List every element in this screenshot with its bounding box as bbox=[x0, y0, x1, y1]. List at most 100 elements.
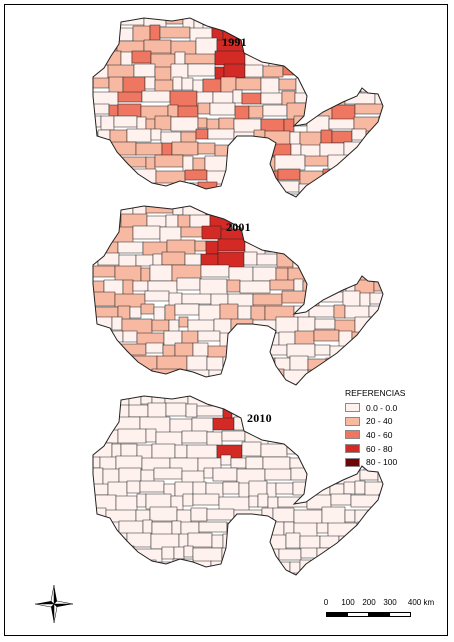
district-cell bbox=[299, 194, 327, 197]
legend-swatch bbox=[345, 403, 360, 413]
district-cell bbox=[93, 343, 118, 362]
district-cell bbox=[151, 319, 170, 332]
district-cell bbox=[321, 455, 336, 474]
district-cell bbox=[327, 573, 342, 575]
district-cell bbox=[134, 384, 154, 385]
district-cell bbox=[201, 225, 222, 240]
district-cell bbox=[316, 547, 344, 567]
district-cell bbox=[264, 206, 284, 211]
district-cell bbox=[332, 402, 343, 414]
district-cell bbox=[364, 226, 383, 242]
district-cell bbox=[93, 156, 106, 169]
map-title-2001: 2001 bbox=[226, 220, 251, 234]
district-cell bbox=[354, 509, 372, 530]
district-cell bbox=[137, 571, 154, 575]
district-cell bbox=[202, 18, 222, 26]
legend: REFERENCIAS 0.0 - 0.0 20 - 40 40 - 60 60… bbox=[345, 388, 445, 469]
district-cell bbox=[93, 574, 98, 575]
district-cell bbox=[226, 369, 241, 385]
district-cell bbox=[93, 227, 106, 247]
district-cell bbox=[246, 357, 276, 378]
district-cell bbox=[372, 214, 383, 227]
district-cell bbox=[97, 183, 123, 197]
district-cell bbox=[93, 522, 106, 534]
district-cell bbox=[116, 574, 128, 575]
district-cell bbox=[325, 430, 336, 444]
district-cell bbox=[208, 396, 236, 404]
district-cell bbox=[354, 480, 366, 495]
district-cell bbox=[270, 38, 295, 50]
district-cell bbox=[262, 561, 291, 575]
district-cell bbox=[347, 371, 362, 385]
district-cell bbox=[359, 25, 370, 37]
scale-tick: 400 km bbox=[407, 598, 435, 607]
scale-tick: 200 bbox=[362, 598, 376, 607]
legend-item: 40 - 60 bbox=[345, 428, 445, 442]
district-cell bbox=[331, 26, 348, 46]
district-cell bbox=[122, 330, 138, 343]
district-cell bbox=[161, 251, 186, 266]
district-cell bbox=[245, 456, 264, 470]
district-cell bbox=[382, 561, 383, 575]
district-cell bbox=[331, 104, 356, 121]
district-cell bbox=[144, 76, 156, 90]
district-cell bbox=[365, 357, 383, 373]
district-cell bbox=[365, 130, 383, 148]
district-cell bbox=[316, 227, 347, 243]
district-cell bbox=[300, 405, 314, 425]
district-cell bbox=[197, 117, 208, 129]
district-cell bbox=[298, 183, 330, 197]
district-cell bbox=[239, 280, 271, 294]
district-cell bbox=[342, 548, 366, 569]
district-cell bbox=[321, 370, 349, 385]
district-cell bbox=[246, 157, 267, 170]
district-cell bbox=[248, 548, 261, 566]
district-cell bbox=[128, 404, 149, 418]
district-cell bbox=[122, 76, 146, 94]
district-cell bbox=[99, 25, 114, 46]
district-cell bbox=[274, 154, 306, 171]
district-cell bbox=[321, 238, 339, 252]
district-cell bbox=[152, 573, 171, 575]
district-cell bbox=[351, 331, 380, 343]
district-cell bbox=[214, 50, 246, 66]
district-cell bbox=[200, 264, 230, 278]
district-cell bbox=[371, 52, 383, 69]
scale-tick: 0 bbox=[323, 598, 329, 607]
district-cell bbox=[272, 18, 302, 26]
district-cell bbox=[257, 493, 269, 508]
district-cell bbox=[281, 290, 308, 304]
district-cell bbox=[354, 103, 383, 115]
district-cell bbox=[332, 264, 353, 278]
legend-title: REFERENCIAS bbox=[345, 388, 406, 398]
district-cell bbox=[176, 383, 196, 385]
district-cell bbox=[223, 63, 246, 79]
map-title-2010: 2010 bbox=[247, 411, 272, 425]
district-cell bbox=[311, 456, 323, 472]
district-cell bbox=[325, 193, 338, 197]
district-cell bbox=[96, 559, 125, 575]
scale-bar: 0 100 200 300 400 km bbox=[323, 598, 438, 628]
district-cell bbox=[244, 521, 268, 535]
district-cell bbox=[233, 131, 255, 148]
district-cell bbox=[171, 141, 199, 156]
district-cell bbox=[335, 170, 365, 187]
district-cell bbox=[382, 267, 383, 283]
district-cell bbox=[132, 280, 149, 292]
district-cell bbox=[113, 115, 138, 128]
district-cell bbox=[241, 441, 262, 457]
district-cell bbox=[314, 318, 336, 330]
district-cell bbox=[98, 206, 114, 212]
district-cell bbox=[152, 253, 163, 267]
district-cell bbox=[368, 25, 383, 42]
district-cell bbox=[117, 545, 135, 558]
district-cell bbox=[155, 170, 186, 191]
district-cell bbox=[151, 368, 183, 382]
district-cell bbox=[330, 493, 352, 506]
district-cell bbox=[328, 118, 355, 130]
district-cell bbox=[93, 115, 102, 128]
scale-tick: 300 bbox=[383, 598, 397, 607]
district-cell bbox=[316, 522, 329, 534]
district-cell bbox=[333, 40, 365, 61]
district-cell bbox=[187, 63, 216, 77]
